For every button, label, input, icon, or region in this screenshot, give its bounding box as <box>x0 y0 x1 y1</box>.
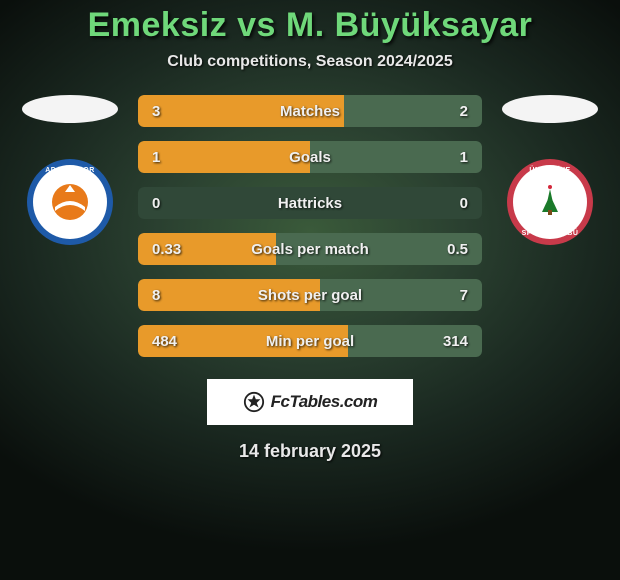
left-player-column: ADANASPOR ADANA <box>20 95 120 245</box>
right-player-column: ÜMRANİYE SPOR KULÜBÜ <box>500 95 600 245</box>
stat-value-left: 1 <box>152 149 160 166</box>
left-player-ellipse <box>22 95 118 123</box>
watermark: FcTables.com <box>207 379 413 425</box>
watermark-text: FcTables.com <box>271 392 378 412</box>
stat-value-right: 2 <box>460 103 468 120</box>
right-player-ellipse <box>502 95 598 123</box>
stat-fill-left <box>138 141 310 173</box>
stat-value-right: 1 <box>460 149 468 166</box>
stat-value-right: 0.5 <box>447 241 468 258</box>
stat-value-right: 0 <box>460 195 468 212</box>
stat-value-left: 3 <box>152 103 160 120</box>
stat-row: 0 Hattricks 0 <box>138 187 482 219</box>
stat-value-right: 314 <box>443 333 468 350</box>
left-team-badge: ADANASPOR ADANA <box>27 159 113 245</box>
left-badge-icon <box>45 177 95 227</box>
stat-fill-right <box>310 141 482 173</box>
stat-row: 3 Matches 2 <box>138 95 482 127</box>
date-text: 14 february 2025 <box>239 441 381 462</box>
stat-row: 484 Min per goal 314 <box>138 325 482 357</box>
stat-value-left: 8 <box>152 287 160 304</box>
stat-value-left: 484 <box>152 333 177 350</box>
right-badge-text-top: ÜMRANİYE <box>529 167 570 174</box>
stat-row: 0.33 Goals per match 0.5 <box>138 233 482 265</box>
left-badge-text-top: ADANASPOR <box>45 167 95 174</box>
stat-value-left: 0 <box>152 195 160 212</box>
right-badge-icon <box>525 177 575 227</box>
stat-label: Goals <box>289 149 331 166</box>
page-title: Emeksiz vs M. Büyüksayar <box>88 6 533 45</box>
stat-row: 1 Goals 1 <box>138 141 482 173</box>
stat-label: Hattricks <box>278 195 342 212</box>
watermark-icon <box>243 391 265 413</box>
stat-label: Min per goal <box>266 333 354 350</box>
stat-label: Matches <box>280 103 340 120</box>
left-badge-text-bot: ADANA <box>56 230 84 237</box>
stat-label: Goals per match <box>251 241 369 258</box>
subtitle: Club competitions, Season 2024/2025 <box>167 53 452 71</box>
right-team-badge: ÜMRANİYE SPOR KULÜBÜ <box>507 159 593 245</box>
stat-label: Shots per goal <box>258 287 362 304</box>
content-container: Emeksiz vs M. Büyüksayar Club competitio… <box>0 0 620 580</box>
stat-value-right: 7 <box>460 287 468 304</box>
main-area: ADANASPOR ADANA 3 Matches 2 1 Goals 1 0 Hattric… <box>0 95 620 357</box>
stat-value-left: 0.33 <box>152 241 181 258</box>
stats-container: 3 Matches 2 1 Goals 1 0 Hattricks 0 0.33 Goals per… <box>138 95 482 357</box>
right-badge-text-bot: SPOR KULÜBÜ <box>522 230 579 237</box>
stat-row: 8 Shots per goal 7 <box>138 279 482 311</box>
